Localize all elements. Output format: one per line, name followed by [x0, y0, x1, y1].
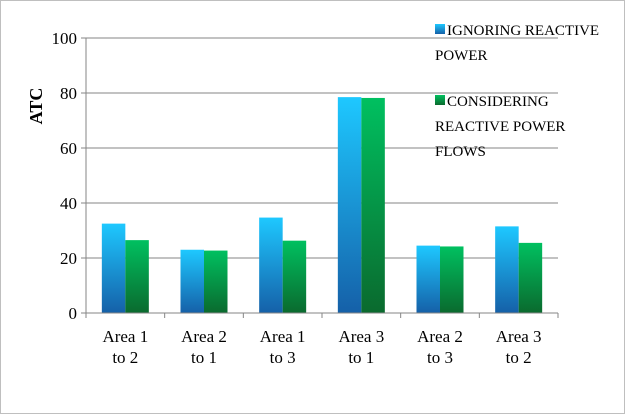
y-axis-title: ATC: [26, 88, 46, 125]
legend-label-1: IGNORING REACTIVE POWER: [435, 23, 599, 64]
x-tick-label: Area 1 to 2: [102, 327, 148, 367]
y-tick-label: 20: [60, 249, 77, 268]
legend-label-2: CONSIDERING REACTIVE POWER FLOWS: [435, 94, 565, 160]
gridlines: [86, 37, 558, 259]
y-tick-label: 80: [60, 84, 77, 103]
y-tick-label: 60: [60, 139, 77, 158]
bar-series-2-4: [361, 97, 385, 313]
x-tick-label: Area 3 to 2: [496, 327, 542, 367]
y-tick-label: 100: [52, 29, 78, 48]
bar-series-1-5: [416, 245, 440, 313]
bar-series-2-5: [440, 246, 464, 313]
bar-series-1-6: [495, 226, 519, 313]
bar-series-1-1: [101, 223, 126, 313]
y-tick-label: 40: [60, 194, 77, 213]
x-tick-label: Area 1 to 3: [260, 327, 306, 367]
bar-series-2-6: [518, 242, 543, 313]
x-tick-label: Area 2 to 3: [417, 327, 463, 367]
x-tick-label: Area 2 to 1: [181, 327, 227, 367]
legend-swatch-2: [435, 95, 445, 105]
bar-series-2-1: [125, 240, 149, 313]
bar-series-2-2: [204, 250, 228, 313]
axes: 0 20 40 60 80 100 Area 1 to 2 Area 2 to 1 Area 1 to…: [52, 29, 559, 367]
y-tick-label: 0: [69, 304, 78, 323]
legend-swatch-1: [435, 24, 445, 34]
bar-series-1-2: [180, 249, 204, 313]
bar-series-1-3: [259, 217, 283, 313]
bar-series-2-3: [282, 240, 307, 313]
legend: IGNORING REACTIVE POWER CONSIDERING REACTIV…: [435, 23, 599, 160]
bars: [101, 97, 543, 313]
bar-series-1-4: [337, 97, 362, 313]
x-tick-label: Area 3 to 1: [338, 327, 384, 367]
